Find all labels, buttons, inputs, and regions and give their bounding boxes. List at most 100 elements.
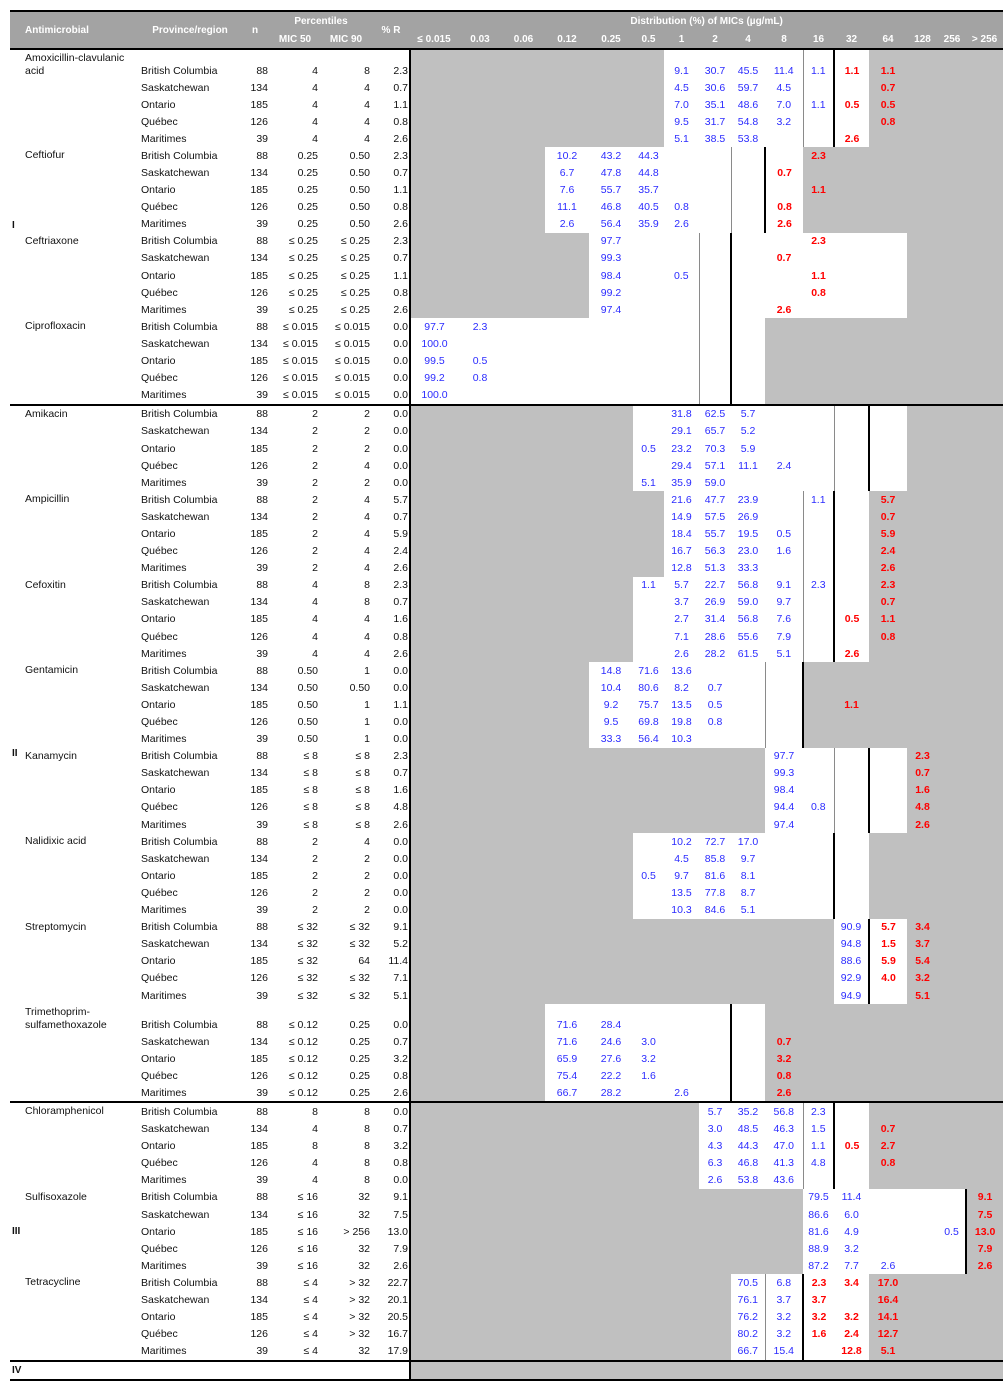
n-cell: 126	[250, 459, 268, 472]
province-cell: Ontario	[141, 1311, 176, 1324]
mic-distribution-value: 1.6	[802, 1325, 834, 1343]
mic-distribution-cell	[502, 386, 545, 405]
mic-distribution-cell	[458, 850, 502, 868]
mic-distribution-value: 5.1	[633, 474, 664, 492]
mic-distribution-cell	[664, 301, 699, 319]
mic50-cell: ≤ 8	[303, 818, 318, 831]
mic-distribution-cell	[502, 884, 545, 902]
drug-name: Cefoxitin	[25, 578, 66, 591]
mic-distribution-value: 28.2	[699, 645, 731, 663]
mic-distribution-cell	[938, 301, 966, 319]
n-cell: 126	[250, 1157, 268, 1170]
mic-distribution-cell	[664, 147, 699, 165]
mic-distribution-cell	[545, 1137, 589, 1155]
mic-distribution-value: 29.1	[664, 422, 699, 440]
mic-distribution-cell	[966, 457, 1003, 475]
mic-distribution-value: 2.4	[765, 457, 803, 475]
mic-distribution-cell	[698, 335, 731, 353]
mic-distribution-cell	[545, 491, 589, 509]
mic-distribution-cell	[502, 1084, 545, 1103]
mic-distribution-cell	[589, 986, 633, 1005]
mic-distribution-cell	[502, 935, 545, 953]
mic-distribution-value: 5.1	[869, 1342, 907, 1361]
n-cell: 126	[250, 630, 268, 643]
mic-distribution-cell	[545, 403, 589, 423]
table-row: Ontario 185 ≤ 32 64 11.4 88.6 5.9 5.4	[10, 952, 1003, 970]
mic-distribution-value: 62.5	[699, 403, 731, 423]
mic-distribution-value: 7.6	[545, 181, 589, 199]
mic-distribution-value: 2.6	[833, 130, 869, 148]
mic-distribution-value: 1.1	[802, 96, 834, 114]
mic-distribution-cell	[589, 1325, 633, 1343]
mic-distribution-cell	[458, 662, 502, 680]
drug-name: Trimethoprim-sulfamethoxazole	[25, 1006, 107, 1032]
mic-distribution-cell	[765, 369, 803, 387]
mic-distribution-cell	[907, 335, 938, 353]
mic-distribution-cell	[765, 335, 803, 353]
mic-distribution-cell	[633, 267, 664, 285]
mic-distribution-cell	[966, 713, 1003, 731]
mic-distribution-value: 3.7	[802, 1291, 834, 1309]
mic-distribution-cell	[458, 679, 502, 697]
mic-distribution-value: 57.1	[699, 457, 731, 475]
mic90-cell: ≤ 0.25	[340, 286, 370, 299]
mic-distribution-cell	[833, 457, 869, 475]
mic-distribution-cell	[868, 816, 907, 834]
mic-distribution-cell	[409, 1291, 458, 1309]
mic-distribution-cell	[907, 1004, 938, 1034]
mic-distribution-value: 55.7	[699, 525, 731, 543]
mic50-cell: 2	[312, 476, 318, 489]
mic-distribution-value: 0.5	[938, 1223, 966, 1241]
mic-distribution-cell	[409, 1240, 458, 1258]
mic-distribution-cell	[938, 113, 966, 131]
mic-distribution-empty	[408, 1359, 1003, 1381]
mic-distribution-cell	[633, 1137, 664, 1155]
mic-distribution-cell	[966, 593, 1003, 611]
mic-distribution-value: 98.4	[589, 267, 633, 285]
pct-resistant-cell: 1.1	[393, 184, 408, 197]
mic-distribution-cell	[664, 1137, 699, 1155]
mic-distribution-value: 2.3	[802, 1101, 834, 1121]
mic-distribution-cell	[907, 1171, 938, 1189]
mic-distribution-cell	[545, 525, 589, 543]
mic-distribution-cell	[834, 147, 869, 165]
mic-distribution-cell	[966, 1171, 1003, 1189]
mic-distribution-cell	[589, 1137, 633, 1155]
mic-distribution-cell	[938, 867, 966, 885]
mic-distribution-cell	[664, 1308, 699, 1326]
mic-distribution-cell	[589, 593, 633, 611]
mic90-cell: 32	[358, 1259, 370, 1272]
province-cell: Ontario	[141, 1140, 176, 1153]
mic-distribution-cell	[907, 508, 938, 526]
province-cell: Maritimes	[141, 904, 187, 917]
mic-distribution-value: 2.7	[869, 1137, 907, 1155]
mic-distribution-cell	[731, 474, 765, 492]
mic-distribution-cell	[803, 833, 834, 851]
mic-distribution-cell	[833, 798, 869, 817]
province-cell: Québec	[141, 115, 178, 128]
mic90-cell: 8	[364, 1140, 370, 1153]
mic-distribution-value: 5.9	[731, 439, 765, 458]
mic-distribution-value: 80.2	[731, 1325, 765, 1343]
mic-distribution-value: 19.8	[664, 713, 699, 731]
mic-distribution-cell	[545, 1240, 589, 1258]
mic90-cell: 0.50	[349, 201, 370, 214]
mic-distribution-cell	[731, 816, 765, 834]
mic90-cell: 4	[364, 835, 370, 848]
mic-distribution-cell	[765, 867, 803, 885]
mic-distribution-cell	[966, 198, 1003, 216]
mic-distribution-cell	[907, 1308, 938, 1326]
mic90-cell: 4	[364, 545, 370, 558]
n-cell: 134	[250, 767, 268, 780]
mic-distribution-value: 2.3	[802, 1274, 834, 1292]
mic-distribution-cell	[502, 249, 545, 268]
mic-distribution-cell	[833, 628, 869, 646]
mic-distribution-cell	[664, 369, 699, 387]
province-cell: Québec	[141, 1157, 178, 1170]
mic-distribution-cell	[409, 730, 458, 748]
mic-distribution-value: 0.7	[765, 1033, 803, 1051]
mic-distribution-value: 0.8	[765, 1067, 803, 1085]
mic-distribution-value: 72.7	[699, 833, 731, 851]
mic-distribution-cell	[907, 284, 938, 302]
mic-distribution-cell	[730, 352, 765, 370]
